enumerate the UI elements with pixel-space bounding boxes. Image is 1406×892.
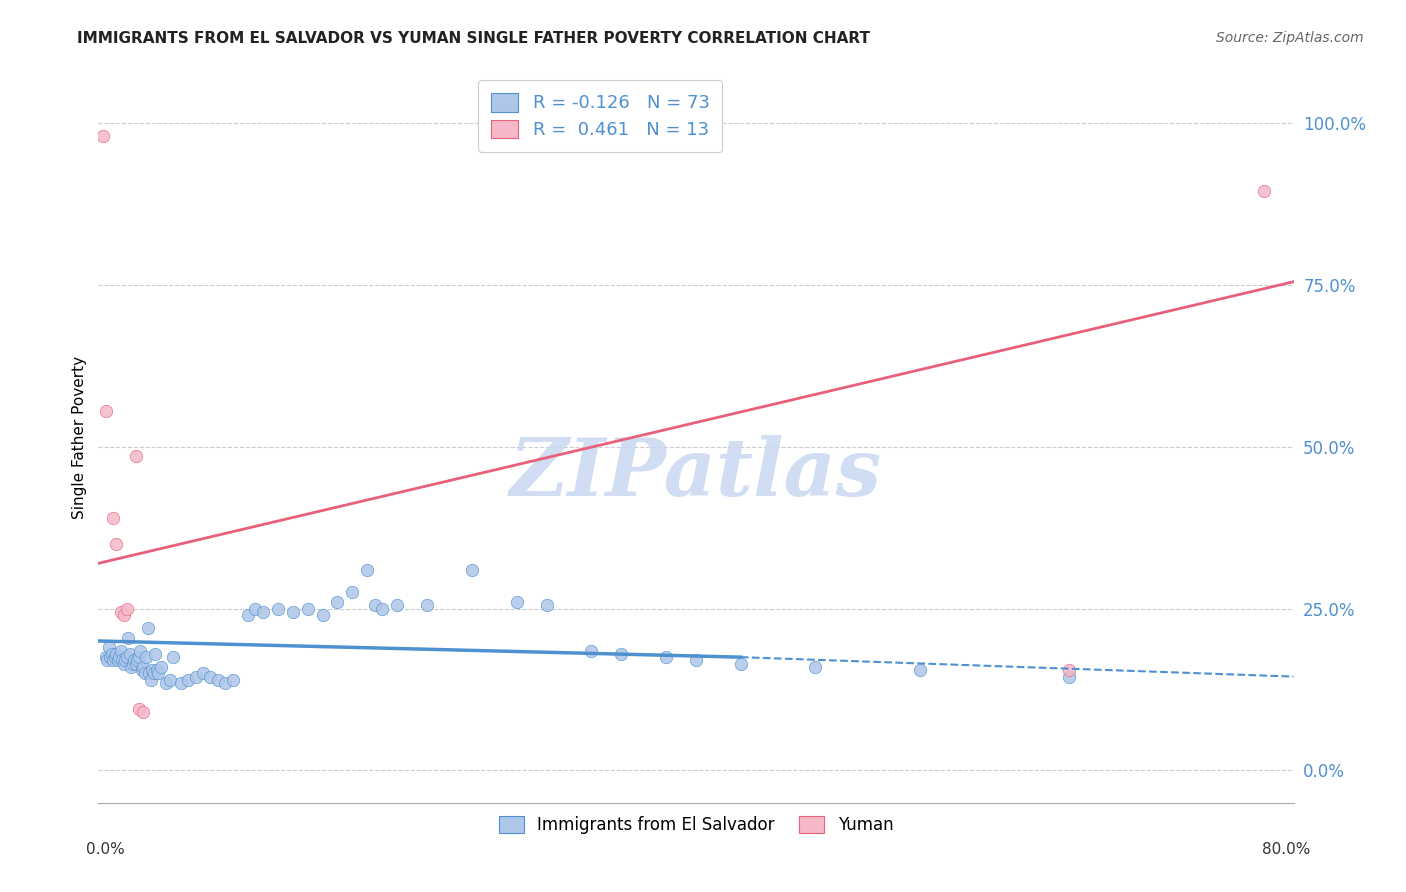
Point [281,605,304,619]
Y-axis label: Single Father Poverty: Single Father Poverty [72,356,87,518]
Point [138,666,160,681]
Point [107,653,129,667]
Point [177,673,200,687]
Text: Source: ZipAtlas.com: Source: ZipAtlas.com [1216,31,1364,45]
Point [364,599,387,613]
Point [115,601,138,615]
Point [141,663,163,677]
Point [103,653,125,667]
Point [128,650,150,665]
Point [159,673,181,687]
Point [115,650,138,665]
Point [118,647,141,661]
Point [121,657,143,671]
Point [120,660,142,674]
Point [655,650,678,665]
Point [145,663,167,677]
Point [125,657,148,671]
Point [207,673,229,687]
Point [385,599,409,613]
Point [117,631,139,645]
Point [97,640,120,655]
Point [110,605,132,619]
Point [135,650,157,665]
Point [236,608,259,623]
Point [128,702,150,716]
Point [155,676,177,690]
Point [610,647,633,661]
Point [245,601,267,615]
Point [461,563,484,577]
Text: 80.0%: 80.0% [1263,842,1310,856]
Point [105,647,128,661]
Point [342,585,364,599]
Point [132,705,155,719]
Point [908,663,931,677]
Point [112,657,135,671]
Point [222,673,245,687]
Point [326,595,349,609]
Point [125,450,148,464]
Point [416,599,439,613]
Point [105,537,128,551]
Point [297,601,319,615]
Point [356,563,378,577]
Text: ZIPatlas: ZIPatlas [510,435,882,512]
Text: IMMIGRANTS FROM EL SALVADOR VS YUMAN SINGLE FATHER POVERTY CORRELATION CHART: IMMIGRANTS FROM EL SALVADOR VS YUMAN SIN… [77,31,870,46]
Point [191,666,214,681]
Point [150,660,173,674]
Point [127,653,149,667]
Point [136,621,159,635]
Point [214,676,236,690]
Point [139,673,162,687]
Point [1059,669,1081,683]
Point [184,669,207,683]
Point [103,511,125,525]
Point [124,653,146,667]
Point [132,660,155,674]
Point [111,653,134,667]
Point [581,643,603,657]
Point [110,643,132,657]
Point [91,129,114,144]
Point [267,601,290,615]
Point [96,653,118,667]
Point [148,666,170,681]
Point [129,643,152,657]
Point [114,653,136,667]
Point [685,653,707,667]
Point [108,650,131,665]
Point [142,666,165,681]
Point [1059,663,1081,677]
Point [200,669,222,683]
Point [252,605,274,619]
Point [162,650,184,665]
Point [804,660,827,674]
Point [143,647,166,661]
Point [730,657,752,671]
Point [169,676,191,690]
Text: 0.0%: 0.0% [86,842,125,856]
Point [134,666,156,681]
Point [104,650,127,665]
Point [506,595,529,609]
Point [131,663,153,677]
Legend: Immigrants from El Salvador, Yuman: Immigrants from El Salvador, Yuman [486,805,905,846]
Point [112,608,135,623]
Point [371,601,394,615]
Point [98,650,122,665]
Point [94,650,117,665]
Point [1253,184,1275,198]
Point [94,404,117,418]
Point [1343,336,1365,351]
Point [101,647,124,661]
Point [536,599,558,613]
Point [311,608,333,623]
